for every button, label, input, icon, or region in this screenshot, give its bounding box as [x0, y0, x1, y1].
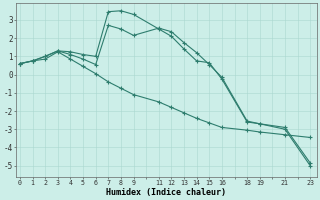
- X-axis label: Humidex (Indice chaleur): Humidex (Indice chaleur): [106, 188, 226, 197]
